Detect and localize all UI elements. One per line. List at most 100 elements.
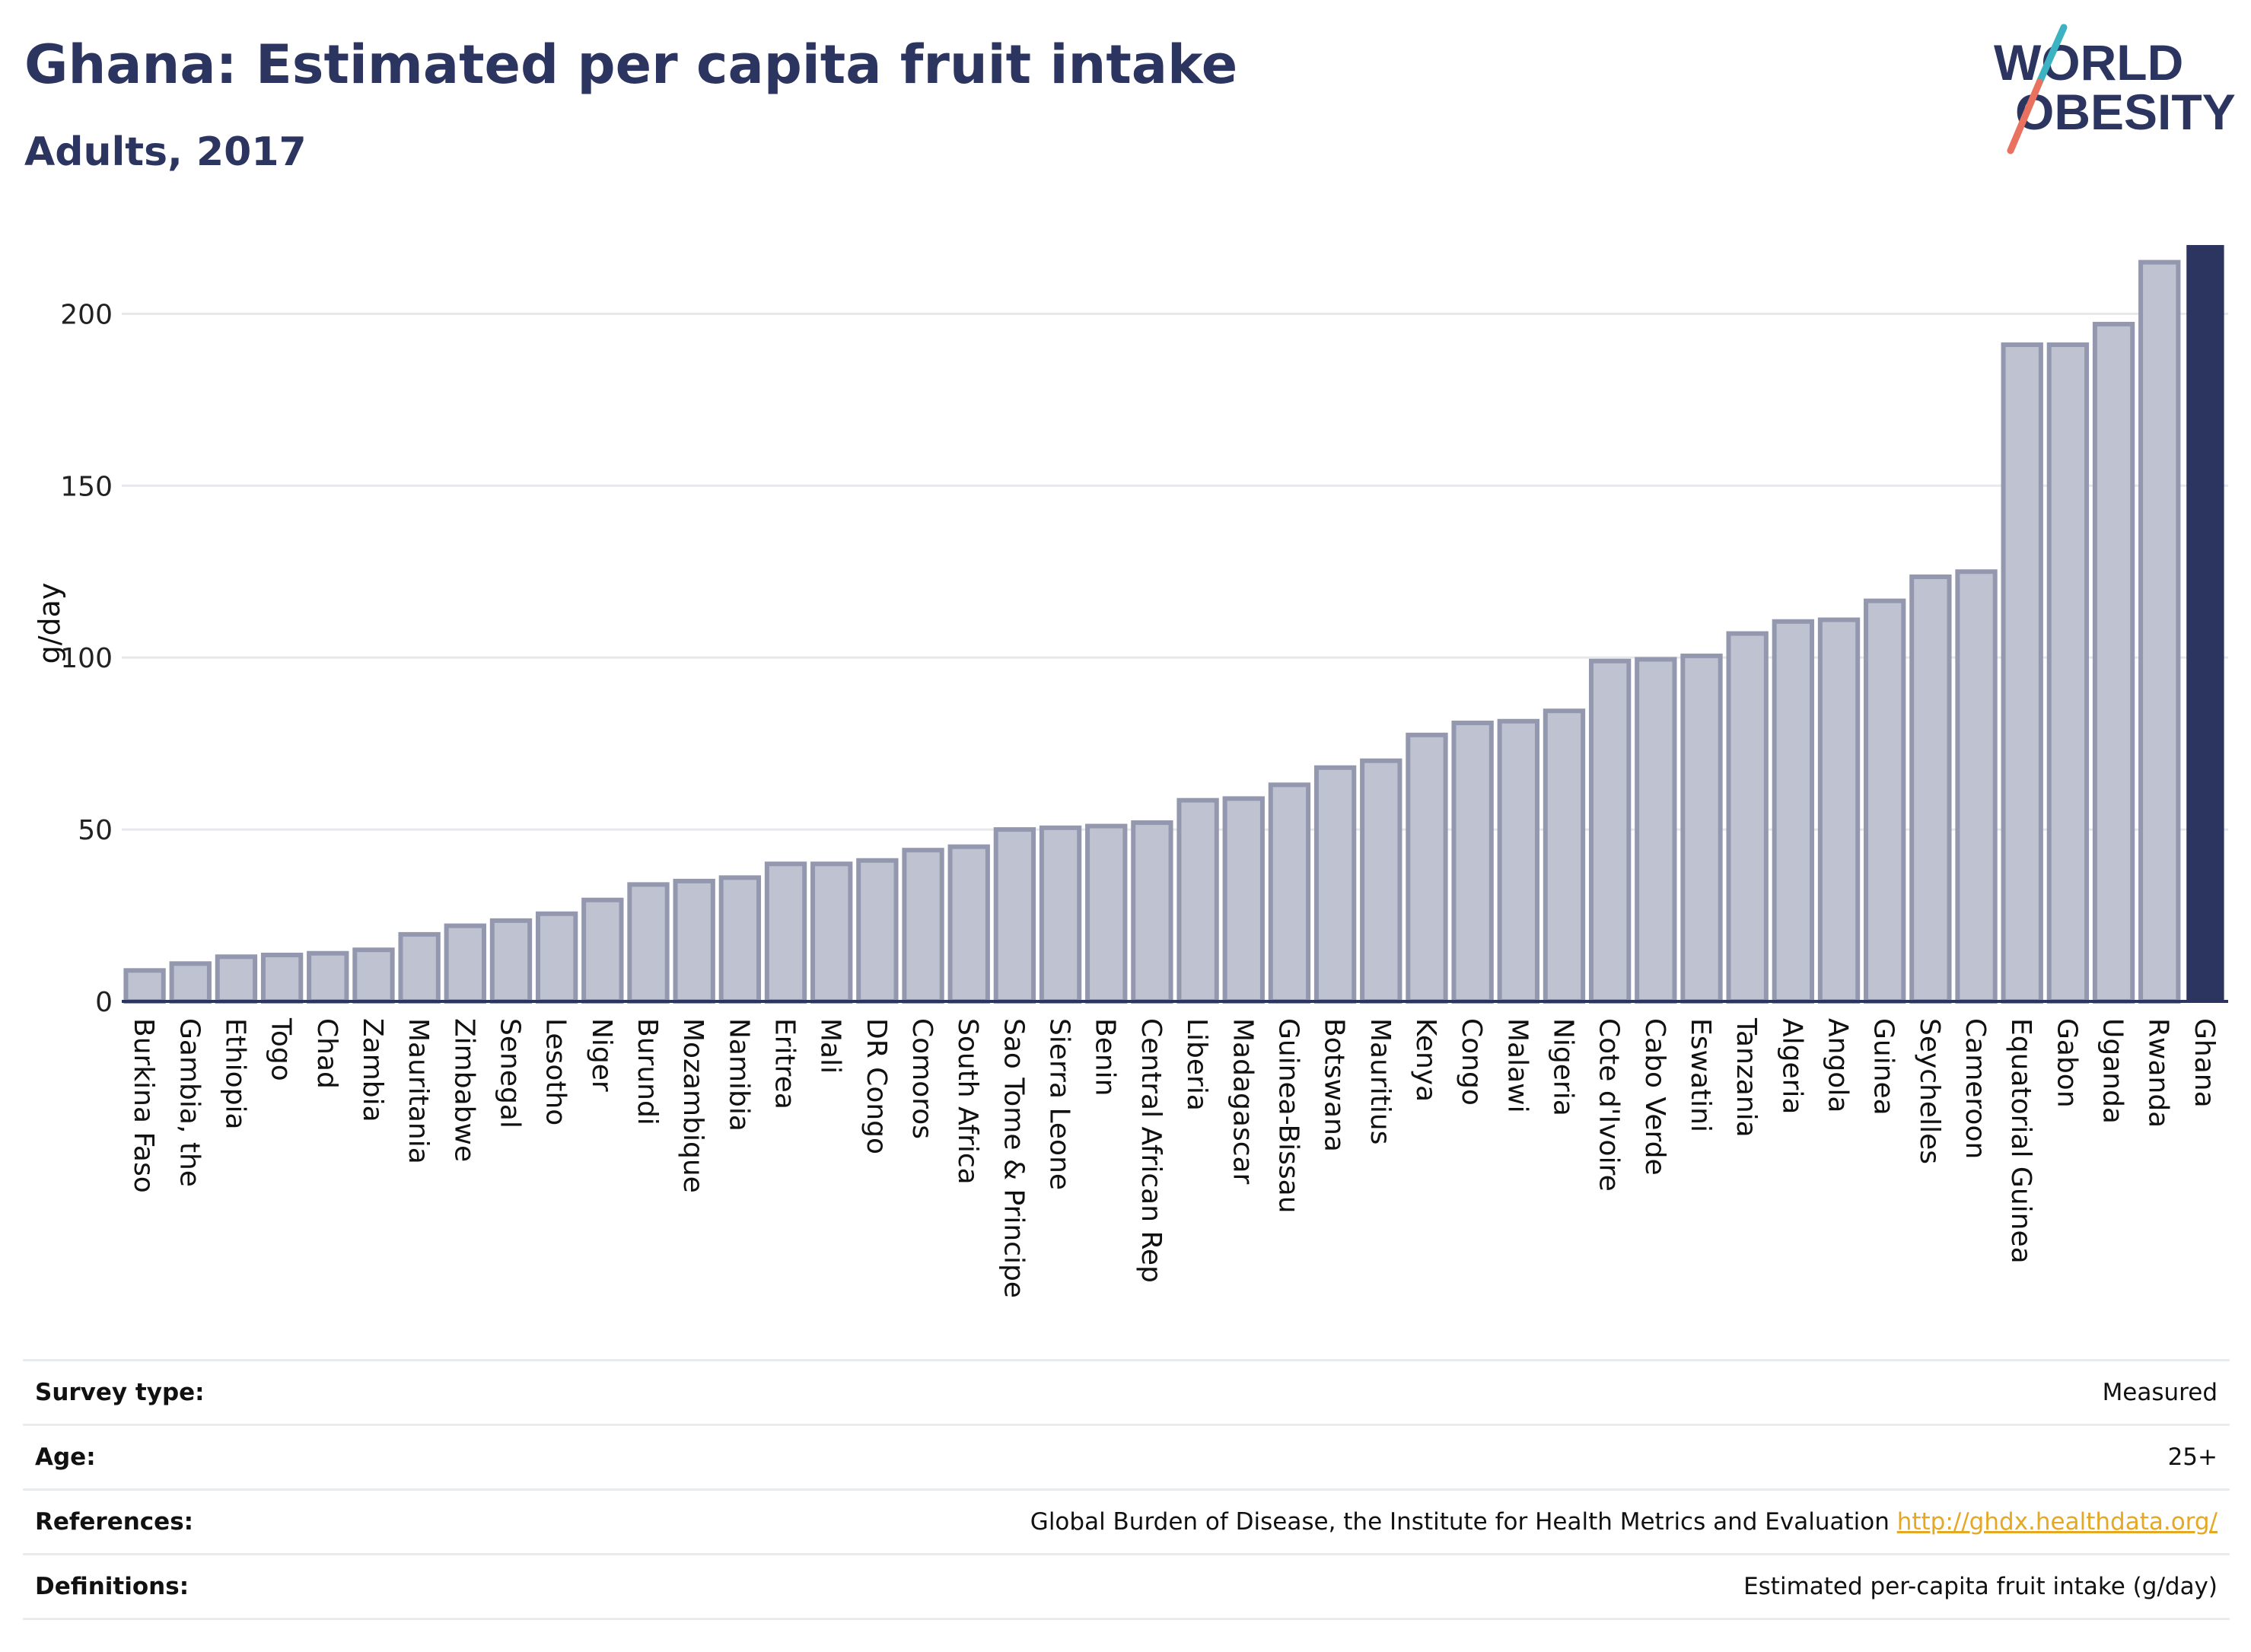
x-tick-label: Guinea-Bissau — [1272, 1018, 1304, 1214]
bar — [1635, 657, 1677, 1004]
bar — [444, 923, 486, 1004]
bar — [1451, 721, 1494, 1004]
references-link[interactable]: http://ghdx.healthdata.org/ — [1896, 1508, 2218, 1536]
bar — [1543, 708, 1586, 1004]
x-tick-label: Ethiopia — [219, 1018, 250, 1130]
bar — [993, 827, 1036, 1004]
x-tick-label: Seychelles — [1914, 1018, 1945, 1164]
x-tick-label: Rwanda — [2143, 1018, 2174, 1128]
x-tick-label: Benin — [1090, 1018, 1121, 1096]
metadata-table: Survey type: Measured Age: 25+ Reference… — [23, 1359, 2230, 1620]
x-tick-label: Senegal — [494, 1018, 525, 1128]
x-tick-label: Niger — [586, 1018, 617, 1092]
references-text: Global Burden of Disease, the Institute … — [1030, 1508, 1890, 1536]
bar — [856, 858, 899, 1004]
x-tick-label: Comoros — [906, 1018, 938, 1139]
x-tick-label: Tanzania — [1730, 1017, 1762, 1138]
bar — [1497, 718, 1539, 1004]
x-tick-label: Burkina Faso — [128, 1018, 159, 1193]
x-tick-label: Liberia — [1181, 1018, 1212, 1111]
x-tick-label: Congo — [1456, 1018, 1487, 1106]
bar — [1222, 796, 1265, 1004]
x-tick-label: Nigeria — [1547, 1018, 1578, 1116]
bar — [627, 882, 670, 1004]
x-tick-label: Lesotho — [540, 1018, 572, 1125]
x-tick-label: Zimbabwe — [448, 1018, 479, 1162]
logo-slash-coral — [2007, 78, 2043, 154]
age-row: Age: 25+ — [23, 1424, 2230, 1488]
x-tick-label: DR Congo — [861, 1018, 892, 1154]
bar — [123, 968, 166, 1004]
y-tick-label: 150 — [60, 471, 113, 502]
x-tick-label: Mauritania — [403, 1018, 434, 1164]
x-tick-label: Botswana — [1319, 1018, 1350, 1152]
bar — [673, 878, 715, 1004]
bar — [1406, 732, 1448, 1004]
x-tick-label: Cote d'Ivoire — [1594, 1018, 1625, 1192]
bar — [169, 961, 212, 1004]
bar — [535, 911, 578, 1004]
page-title: Ghana: Estimated per capita fruit intake — [24, 33, 1238, 96]
bar — [1085, 823, 1128, 1004]
x-tick-label: Equatorial Guinea — [2005, 1018, 2036, 1264]
bar — [2046, 342, 2090, 1004]
bar — [1955, 569, 1998, 1004]
x-tick-label: Madagascar — [1227, 1018, 1258, 1185]
bar — [1268, 782, 1311, 1004]
references-label: References: — [35, 1508, 194, 1536]
x-tick-label: Angola — [1823, 1018, 1854, 1112]
definitions-value: Estimated per-capita fruit intake (g/day… — [1743, 1573, 2218, 1600]
x-tick-label: Eswatini — [1685, 1018, 1716, 1132]
bar — [902, 848, 944, 1004]
age-value: 25+ — [2167, 1444, 2218, 1471]
x-tick-label: Chad — [311, 1018, 342, 1089]
bar — [1909, 575, 1952, 1004]
bar — [215, 954, 258, 1004]
x-tick-label: Malawi — [1501, 1018, 1533, 1113]
x-tick-label: Namibia — [723, 1018, 754, 1132]
x-tick-label: Gabon — [2051, 1018, 2082, 1108]
bar — [307, 950, 349, 1004]
bar — [1039, 825, 1082, 1004]
survey-type-value: Measured — [2102, 1379, 2218, 1406]
logo-line1: WORLD — [1994, 34, 2183, 91]
bar — [398, 931, 441, 1004]
logo-line2: OBESITY — [2015, 84, 2236, 140]
bar — [581, 897, 624, 1004]
bar-chart: 0 50 100 150 200 g/day Burkina Faso Gambia, the… — [33, 245, 2228, 1298]
bar — [1680, 653, 1723, 1004]
x-tick-label: Mali — [815, 1018, 846, 1074]
definitions-label: Definitions: — [35, 1573, 189, 1600]
x-tick-label: Kenya — [1410, 1018, 1441, 1102]
y-tick-label: 0 — [95, 987, 113, 1018]
bar — [1817, 617, 1861, 1004]
page-subtitle: Adults, 2017 — [24, 129, 307, 175]
survey-type-label: Survey type: — [35, 1379, 205, 1406]
x-tick-label: Ghana — [2189, 1018, 2220, 1108]
x-tick-label: Mozambique — [677, 1018, 708, 1193]
x-tick-label: Mauritius — [1364, 1018, 1396, 1144]
y-tick-label: 200 — [60, 299, 113, 330]
bar — [947, 844, 990, 1004]
bar — [718, 875, 762, 1004]
x-tick-label: South Africa — [952, 1018, 983, 1185]
survey-type-row: Survey type: Measured — [23, 1359, 2230, 1424]
bar — [810, 861, 853, 1004]
bar — [1772, 619, 1815, 1004]
x-tick-label: Sierra Leone — [1044, 1018, 1075, 1190]
x-tick-label: Cameroon — [1960, 1018, 1991, 1159]
x-tick-label: Guinea — [1868, 1018, 1899, 1116]
x-tick-label: Burundi — [632, 1018, 663, 1125]
definitions-row: Definitions: Estimated per-capita fruit … — [23, 1553, 2230, 1620]
y-axis-label: g/day — [33, 583, 66, 664]
x-tick-label: Zambia — [357, 1018, 388, 1122]
bar-highlight — [2186, 245, 2224, 1001]
age-label: Age: — [35, 1444, 96, 1471]
bar — [2092, 321, 2135, 1004]
y-tick-label: 100 — [60, 643, 113, 674]
x-tick-label: Cabo Verde — [1639, 1018, 1670, 1176]
x-tick-label: Uganda — [2097, 1018, 2128, 1124]
y-tick-label: 50 — [78, 815, 113, 846]
logo-slash-teal — [2036, 24, 2068, 86]
references-row: References: Global Burden of Disease, th… — [23, 1488, 2230, 1553]
